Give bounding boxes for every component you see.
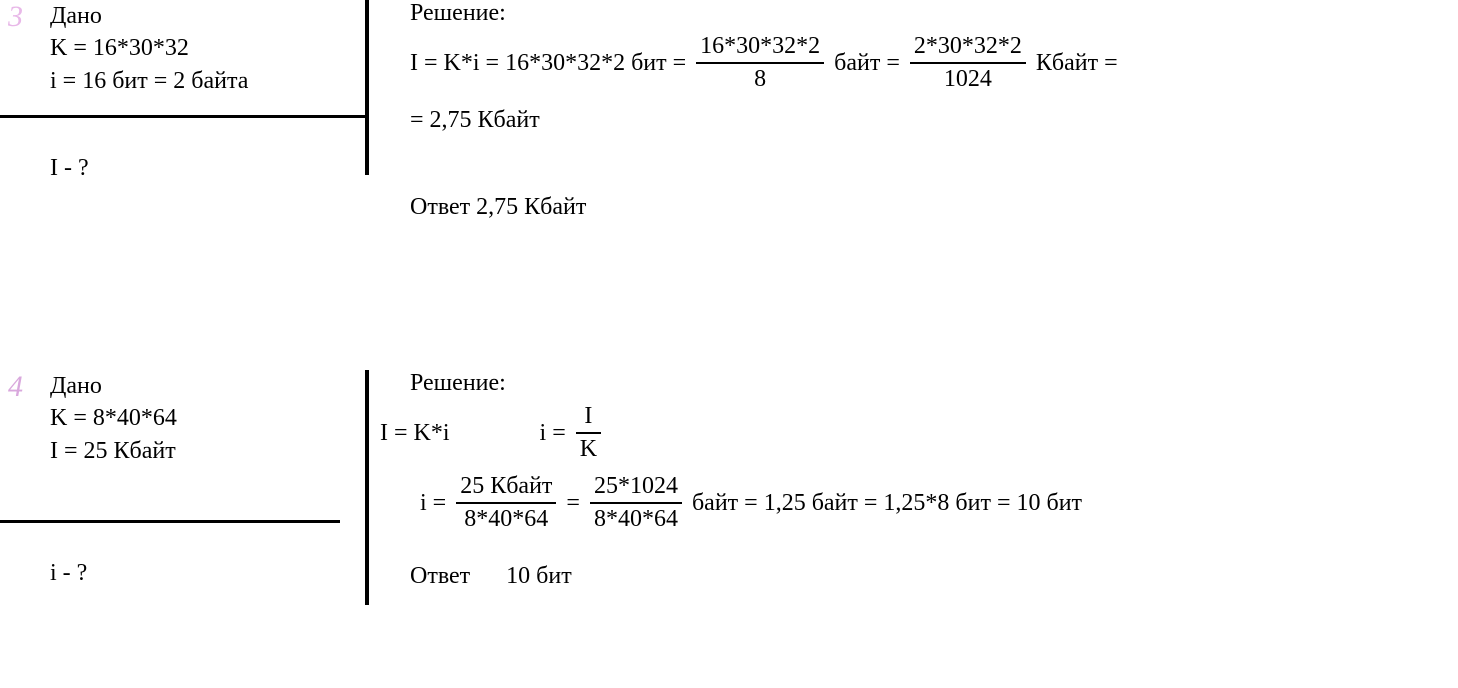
answer-line: Ответ 10 бит — [410, 563, 1082, 590]
answer-label: Ответ — [410, 563, 470, 589]
fraction: 25 Кбайт 8*40*64 — [452, 473, 560, 533]
fraction-numerator: 2*30*32*2 — [910, 33, 1026, 60]
fraction: 2*30*32*2 1024 — [906, 33, 1030, 93]
problem-number: 3 — [8, 0, 23, 34]
equation-text: Кбайт = — [1036, 50, 1118, 77]
equation-text: = — [566, 490, 580, 517]
equation-text: = 2,75 Кбайт — [410, 107, 540, 134]
solution-block: Решение: I = K*i i = I K i = 25 Кбайт 8*… — [410, 370, 1082, 590]
fraction-denominator: 8*40*64 — [590, 506, 682, 533]
fraction-numerator: 25 Кбайт — [456, 473, 556, 500]
equation-sub: i = I K — [540, 403, 606, 463]
equation-text: i = — [420, 490, 446, 517]
solution-title: Решение: — [410, 370, 1082, 397]
vertical-divider — [365, 0, 369, 175]
answer-line: Ответ 2,75 Кбайт — [410, 194, 1118, 221]
fraction-numerator: 25*1024 — [590, 473, 682, 500]
solution-block: Решение: I = K*i = 16*30*32*2 бит = 16*3… — [410, 0, 1118, 221]
fraction-bar — [590, 502, 682, 504]
find-line: i - ? — [50, 560, 87, 587]
given-line: I = 25 Кбайт — [50, 435, 177, 467]
solution-title: Решение: — [410, 0, 1118, 27]
horizontal-divider — [0, 115, 365, 118]
fraction: I K — [572, 403, 605, 463]
fraction-denominator: K — [576, 436, 601, 463]
given-line: i = 16 бит = 2 байта — [50, 65, 248, 97]
fraction: 25*1024 8*40*64 — [586, 473, 686, 533]
fraction-bar — [456, 502, 556, 504]
given-line: K = 16*30*32 — [50, 32, 248, 64]
fraction-numerator: I — [580, 403, 596, 430]
equation-text: байт — [692, 490, 738, 517]
equation-text: i = — [540, 420, 566, 447]
fraction-denominator: 8*40*64 — [460, 506, 552, 533]
fraction-denominator: 8 — [750, 66, 770, 93]
horizontal-divider — [0, 520, 340, 523]
fraction-numerator: 16*30*32*2 — [696, 33, 824, 60]
given-line: K = 8*40*64 — [50, 402, 177, 434]
fraction-bar — [696, 62, 824, 64]
find-line: I - ? — [50, 155, 89, 182]
problem-number: 4 — [8, 370, 23, 404]
equation-line: = 2,75 Кбайт — [410, 107, 1118, 134]
given-block: Дано K = 16*30*32 i = 16 бит = 2 байта — [50, 0, 248, 97]
given-title: Дано — [50, 370, 177, 402]
equation-line: i = 25 Кбайт 8*40*64 = 25*1024 8*40*64 б… — [420, 473, 1082, 533]
equation-line: I = K*i i = I K — [380, 403, 1082, 463]
fraction-bar — [910, 62, 1026, 64]
given-block: Дано K = 8*40*64 I = 25 Кбайт — [50, 370, 177, 467]
equation-line: I = K*i = 16*30*32*2 бит = 16*30*32*2 8 … — [410, 33, 1118, 93]
equation-text: I = K*i — [380, 420, 450, 447]
fraction-denominator: 1024 — [940, 66, 996, 93]
equation-text: байт = — [834, 50, 900, 77]
fraction-bar — [576, 432, 601, 434]
given-title: Дано — [50, 0, 248, 32]
equation-text: I = K*i = 16*30*32*2 бит = — [410, 50, 686, 77]
equation-text: = 1,25 байт = 1,25*8 бит = 10 бит — [744, 490, 1082, 517]
vertical-divider — [365, 370, 369, 605]
fraction: 16*30*32*2 8 — [692, 33, 828, 93]
answer-value: 10 бит — [506, 563, 572, 589]
